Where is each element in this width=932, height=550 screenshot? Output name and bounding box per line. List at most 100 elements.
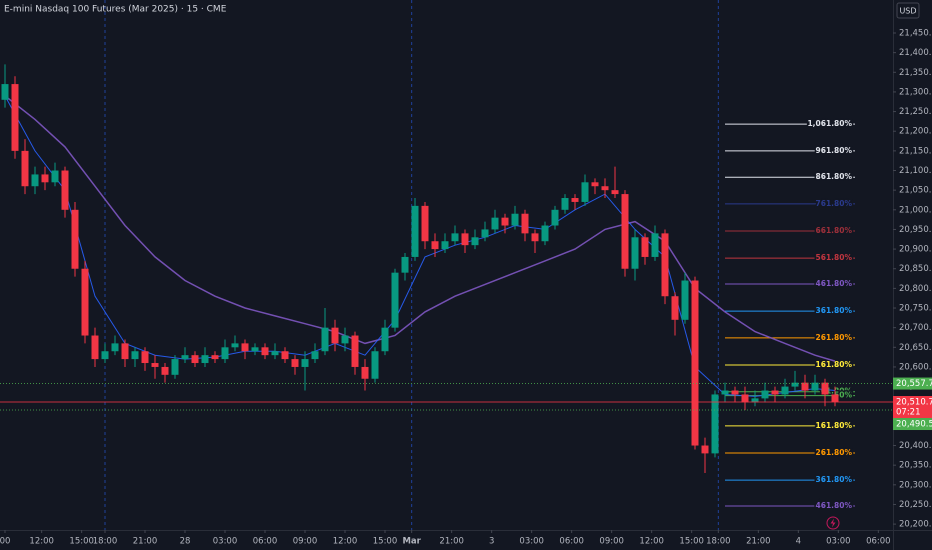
- candle: [251, 343, 259, 356]
- candle: [591, 178, 599, 195]
- candle-body: [451, 233, 459, 242]
- candle: [691, 276, 699, 450]
- candle: [281, 347, 289, 364]
- candle-body: [551, 209, 559, 226]
- y-tick-label: 20,700.00: [899, 323, 932, 333]
- x-tick-label: 21:00: [133, 537, 158, 547]
- candle: [51, 162, 59, 187]
- candle-body: [771, 390, 779, 395]
- price-label-box: [893, 396, 932, 419]
- candle: [181, 347, 189, 364]
- candle-body: [341, 335, 349, 344]
- candle: [781, 378, 789, 399]
- y-tick-label: 20,850.00: [899, 264, 932, 274]
- candle: [221, 339, 229, 364]
- candle-body: [801, 382, 809, 391]
- x-tick-label: 15:00: [679, 537, 704, 547]
- candle-body: [371, 351, 379, 379]
- candle: [611, 166, 619, 199]
- fib-label: 261.80%: [816, 333, 853, 342]
- fib-label: 361.80%: [816, 475, 853, 484]
- replay-icon[interactable]: [826, 516, 840, 530]
- candle: [501, 213, 509, 234]
- candle: [491, 209, 499, 234]
- candle: [61, 166, 69, 218]
- candle-body: [111, 343, 119, 352]
- candle-body: [201, 355, 209, 364]
- candle: [701, 437, 709, 474]
- candle-body: [291, 359, 299, 367]
- candle-body: [441, 241, 449, 250]
- candle-body: [21, 150, 29, 187]
- fib-label: 161.80%: [816, 421, 853, 430]
- candle: [111, 335, 119, 356]
- candle: [21, 139, 29, 195]
- currency-box[interactable]: [896, 2, 920, 19]
- candle-body: [731, 390, 739, 395]
- x-tick-label: 12:00: [333, 537, 358, 547]
- candle-body: [541, 225, 549, 242]
- candle-body: [121, 343, 129, 360]
- x-tick-label: 28: [180, 537, 191, 547]
- candle-body: [601, 186, 609, 191]
- candle-body: [51, 170, 59, 183]
- candle-body: [271, 351, 279, 356]
- candle: [641, 233, 649, 265]
- candle: [431, 233, 439, 257]
- candle-body: [331, 327, 339, 344]
- fib-label: 1,061.80%: [807, 119, 852, 128]
- candle-body: [751, 398, 759, 403]
- plot-area: 1,061.80% 961.80% 861.80% 761.80% 661.80% 561…: [0, 0, 893, 530]
- candle-body: [321, 327, 329, 352]
- candle-body: [361, 366, 369, 379]
- candle: [681, 272, 689, 324]
- candle-body: [471, 237, 479, 246]
- currency: USD: [899, 7, 916, 16]
- fib-label: 961.80%: [816, 146, 853, 155]
- x-tick-label: 21:00: [746, 537, 771, 547]
- candle-body: [131, 351, 139, 360]
- y-tick-label: 20,350.00: [899, 461, 932, 471]
- x-tick-label: 06:00: [866, 537, 891, 547]
- candle: [231, 335, 239, 352]
- candle-body: [161, 366, 169, 375]
- x-tick-label: 06:00: [253, 537, 278, 547]
- y-tick-label: 21,050.00: [899, 186, 932, 196]
- candle: [411, 198, 419, 261]
- candle-body: [691, 280, 699, 446]
- candle: [741, 386, 749, 411]
- candle: [801, 374, 809, 399]
- y-tick-label: 21,450.00: [899, 29, 932, 39]
- candle: [721, 382, 729, 403]
- y-tick-label: 21,350.00: [899, 68, 932, 78]
- price-label-box: [893, 377, 932, 390]
- y-tick-label: 20,250.00: [899, 500, 932, 510]
- fib-label: 361.80%: [816, 306, 853, 315]
- candle: [321, 308, 329, 356]
- candle-body: [351, 335, 359, 367]
- candle-body: [401, 256, 409, 273]
- candle: [171, 355, 179, 379]
- candle-body: [251, 347, 259, 352]
- fib-label: 261.80%: [816, 448, 853, 457]
- x-tick-label: 00: [0, 537, 10, 547]
- candle-body: [81, 268, 89, 336]
- candle-body: [821, 382, 829, 395]
- fib-label: 661.80%: [816, 226, 853, 235]
- fib-label: 561.80%: [816, 253, 853, 262]
- candle-body: [611, 190, 619, 195]
- y-tick-label: 20,900.00: [899, 245, 932, 255]
- y-tick-label: 21,250.00: [899, 107, 932, 117]
- candle: [511, 205, 519, 230]
- candle: [831, 386, 839, 407]
- y-tick-label: 20,200.00: [899, 520, 932, 530]
- fib-label: 761.80%: [816, 199, 853, 208]
- candle: [541, 221, 549, 246]
- candle: [751, 390, 759, 407]
- candle: [371, 347, 379, 383]
- x-tick-label: 12:00: [639, 537, 664, 547]
- candle-body: [791, 382, 799, 387]
- price-label: 20,510.75: [896, 398, 932, 408]
